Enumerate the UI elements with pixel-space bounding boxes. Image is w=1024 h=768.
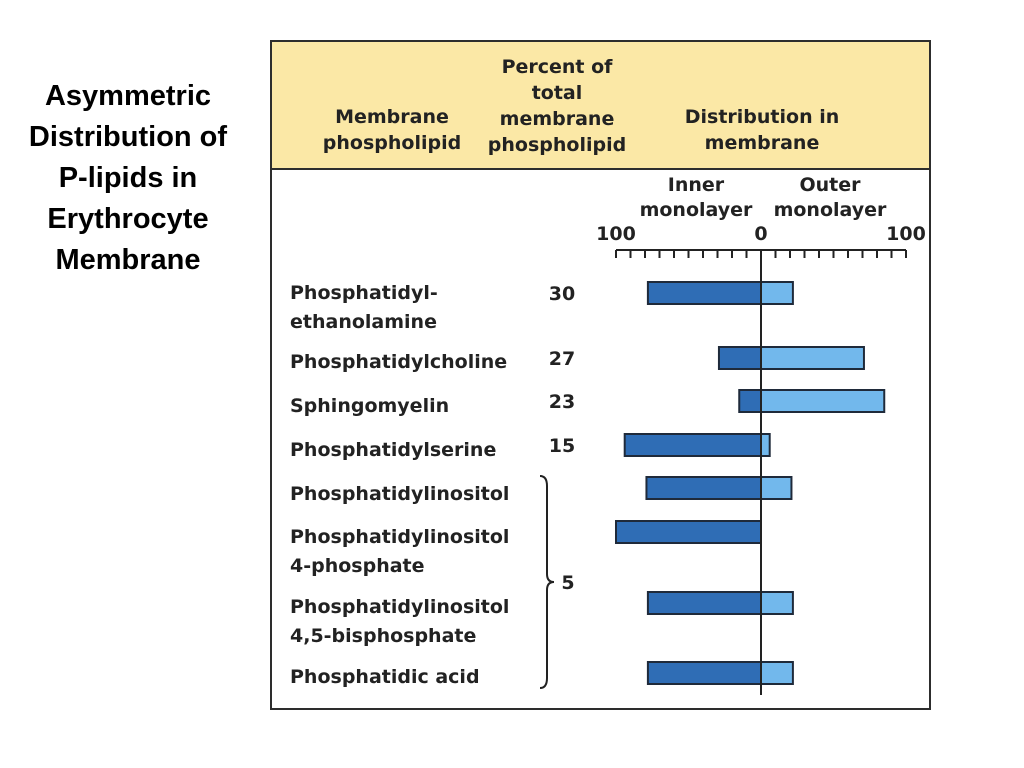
inner-monolayer-label: Inner xyxy=(668,174,725,196)
row-label: Sphingomyelin xyxy=(290,392,449,421)
slide-title: Asymmetric Distribution of P-lipids in Eryt… xyxy=(0,76,256,281)
percent-value: 15 xyxy=(549,435,575,457)
row-label-line: ethanolamine xyxy=(290,311,437,333)
row-label-line: Phosphatidylinositol xyxy=(290,596,510,618)
table-header: Membrane phospholipid Percent of total memb… xyxy=(272,42,929,170)
tick-label: 0 xyxy=(754,223,767,245)
header-col1-line: phospholipid xyxy=(322,132,462,154)
bar-outer xyxy=(760,433,771,457)
outer-monolayer-label: Outer xyxy=(799,174,861,196)
header-col2-line: phospholipid xyxy=(487,134,627,156)
header-col3-line: membrane xyxy=(704,132,820,154)
header-membrane-phospholipid: Membrane phospholipid xyxy=(302,104,482,156)
bar-inner xyxy=(646,591,763,615)
header-col1-line: Membrane xyxy=(335,106,449,128)
row-label: Phosphatidylinositol xyxy=(290,480,509,509)
slide-title-line: Asymmetric xyxy=(44,80,212,112)
inner-monolayer-label: monolayer xyxy=(640,199,753,221)
bar-inner xyxy=(645,476,763,500)
header-col3-line: Distribution in xyxy=(684,106,840,128)
bar-inner xyxy=(615,520,762,544)
row-label: Phosphatidyl-ethanolamine xyxy=(290,279,438,337)
row-label: Phosphatidylserine xyxy=(290,436,496,465)
row-label-line: Phosphatidyl- xyxy=(290,282,438,304)
figure-panel: Membrane phospholipid Percent of total memb… xyxy=(270,40,931,710)
bar-outer xyxy=(760,591,794,615)
bar-inner xyxy=(646,281,763,305)
row-label-line: Sphingomyelin xyxy=(290,395,450,417)
slide-title-line: Distribution of xyxy=(28,121,228,153)
slide-title-line: Membrane xyxy=(55,244,201,276)
bar-outer xyxy=(760,389,886,413)
bar-inner xyxy=(738,389,762,413)
row-label-line: Phosphatidylinositol xyxy=(290,526,510,548)
percent-value: 23 xyxy=(549,391,575,413)
header-col2-line: Percent of xyxy=(501,56,613,78)
row-label-line: Phosphatidic acid xyxy=(290,666,480,688)
tick-label: 100 xyxy=(596,223,636,245)
row-label-line: 4-phosphate xyxy=(290,555,425,577)
percent-value: 30 xyxy=(549,283,575,305)
slide-title-line: Erythrocyte xyxy=(47,203,209,235)
bar-outer xyxy=(760,346,865,370)
tick-label: 100 xyxy=(886,223,926,245)
bar-inner xyxy=(623,433,763,457)
bar-inner xyxy=(717,346,763,370)
slide-title-line: P-lipids in xyxy=(58,162,198,194)
bracket-value: 5 xyxy=(561,572,574,594)
outer-monolayer-label: monolayer xyxy=(774,199,887,221)
row-label-line: Phosphatidylserine xyxy=(290,439,497,461)
header-percent-of-total: Percent of total membrane phospholipid xyxy=(472,54,642,158)
row-label-line: Phosphatidylcholine xyxy=(290,351,508,373)
group-bracket xyxy=(539,475,555,689)
header-col2-line: membrane xyxy=(499,108,615,130)
row-label: Phosphatidylinositol 4,5-bisphosphate xyxy=(290,593,509,651)
row-label-line: Phosphatidylinositol xyxy=(290,483,510,505)
header-distribution: Distribution in membrane xyxy=(662,104,862,156)
percent-value: 27 xyxy=(549,348,575,370)
bar-outer xyxy=(760,661,794,685)
row-label: Phosphatidylinositol 4-phosphate xyxy=(290,523,509,581)
row-label-line: 4,5-bisphosphate xyxy=(290,625,477,647)
bar-outer xyxy=(760,476,793,500)
row-label: Phosphatidic acid xyxy=(290,663,480,692)
header-col2-line: total xyxy=(531,82,583,104)
bar-outer xyxy=(760,281,794,305)
row-label: Phosphatidylcholine xyxy=(290,348,507,377)
bar-inner xyxy=(646,661,763,685)
